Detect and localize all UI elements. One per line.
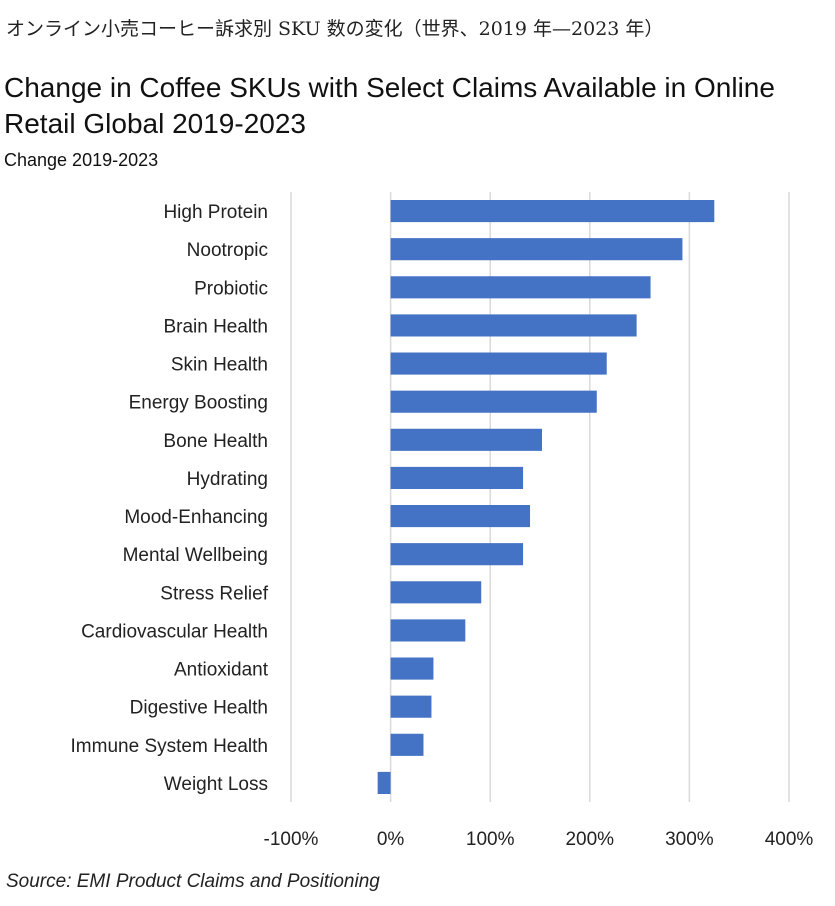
category-label: Cardiovascular Health [81,621,268,642]
category-label: Bone Health [163,431,268,452]
bar [390,314,637,337]
x-tick-label: -100% [264,829,319,850]
category-label: Immune System Health [71,736,268,757]
x-tick-label: 400% [765,829,814,850]
category-labels: High Protein Nootropic Probiotic Brain Heal… [71,202,269,795]
bar [390,466,524,489]
bar [390,352,607,375]
page-title-japanese: オンライン小売コーヒー訴求別 SKU 数の変化（世界、2019 年—2023 年… [6,18,664,40]
x-tick-label: 300% [665,829,714,850]
category-label: Nootropic [187,240,268,261]
bar [390,505,531,528]
chart-title: Change in Coffee SKUs with Select Claims… [4,72,775,139]
bar [390,276,651,299]
category-label: Brain Health [163,316,268,337]
source-note: Source: EMI Product Claims and Positioni… [6,871,380,892]
bar [390,695,432,718]
category-label: Stress Relief [160,583,268,604]
bar-chart: High Protein Nootropic Probiotic Brain Heal… [71,192,814,850]
category-label: Hydrating [187,469,268,490]
bar [390,733,424,756]
x-tick-label: 0% [377,829,405,850]
category-label: Energy Boosting [129,393,268,414]
category-label: High Protein [163,202,268,223]
bar [390,200,715,223]
category-label: Mood-Enhancing [124,507,268,528]
chart-subtitle: Change 2019-2023 [4,150,159,170]
category-label: Skin Health [171,355,268,376]
bar [390,543,524,566]
bar [390,428,542,451]
x-tick-labels: -100% 0% 100% 200% 300% 400% [264,829,814,850]
category-label: Antioxidant [174,660,269,681]
category-label: Weight Loss [164,774,268,795]
category-label: Mental Wellbeing [123,545,268,566]
category-label: Probiotic [194,278,268,299]
x-tick-label: 100% [466,829,515,850]
bar [390,238,683,261]
bars [377,200,715,794]
bar [377,771,391,794]
bar [390,581,482,604]
x-tick-label: 200% [565,829,614,850]
bar [390,619,466,642]
bar [390,390,597,413]
bar [390,657,434,680]
category-label: Digestive Health [130,698,268,719]
